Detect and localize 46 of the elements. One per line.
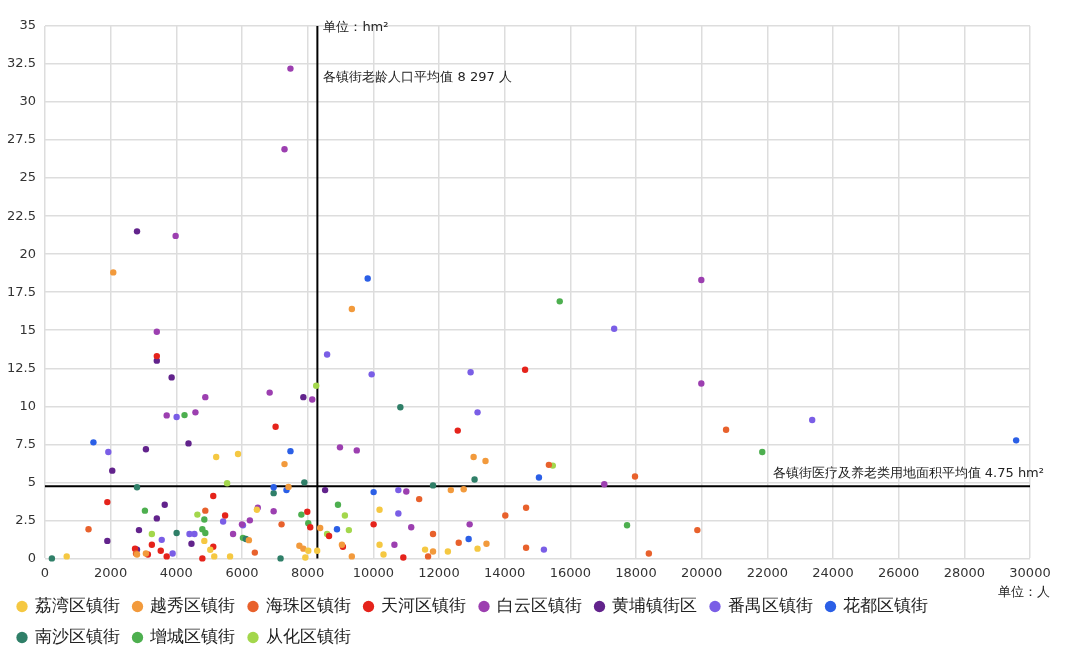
x-tick-label: 24000: [812, 564, 854, 580]
y-tick-label: 5: [27, 473, 36, 489]
x-tick-label: 6000: [225, 564, 259, 580]
x-tick-label: 14000: [483, 564, 526, 580]
x-tick-label: 22000: [746, 564, 788, 580]
x-tick-label: 12000: [418, 564, 460, 580]
y-tick-label: 20: [19, 245, 36, 261]
y-axis-title: 单位：hm²: [323, 19, 389, 35]
x-tick-label: 10000: [352, 564, 394, 580]
legend-label: 越秀区镇街: [150, 594, 235, 615]
x-tick-label: 20000: [680, 564, 723, 580]
y-tick-label: 17.5: [6, 283, 36, 299]
y-tick-label: 35: [19, 17, 36, 33]
y-tick-label: 15: [19, 321, 36, 337]
y-tick-label: 22.5: [6, 207, 36, 223]
x-tick-label: 18000: [615, 564, 657, 580]
y-tick-label: 25: [19, 169, 36, 185]
x-tick-label: 2000: [94, 564, 128, 580]
legend-label: 南沙区镇街: [34, 625, 120, 646]
x-tick-label: 16000: [549, 564, 591, 580]
legend-label: 从化区镇街: [265, 625, 351, 646]
x-axis-title: 单位：人: [998, 583, 1050, 599]
ref-line-label: 各镇街医疗及养老类用地面积平均值 4.75 hm²: [772, 465, 1044, 481]
ref-line-label: 各镇街老龄人口平均值 8 297 人: [323, 69, 512, 85]
x-tick-label: 30000: [1009, 564, 1051, 580]
x-tick-label: 8000: [291, 564, 325, 580]
legend-label: 白云区镇街: [496, 594, 582, 615]
y-tick-label: 32.5: [6, 55, 36, 71]
x-tick-label: 28000: [943, 564, 986, 580]
y-tick-label: 2.5: [15, 511, 36, 527]
legend-label: 海珠区镇街: [265, 594, 351, 615]
y-tick-label: 30: [19, 93, 36, 109]
y-tick-label: 12.5: [6, 359, 36, 375]
y-tick-label: 7.5: [15, 435, 36, 451]
legend-label: 花都区镇街: [843, 594, 928, 615]
x-tick-label: 4000: [159, 564, 193, 580]
y-tick-label: 27.5: [6, 131, 36, 147]
legend-label: 荔湾区镇街: [34, 594, 120, 615]
legend-label: 番禺区镇街: [727, 594, 813, 615]
y-tick-label: 0: [27, 549, 36, 565]
legend-label: 天河区镇街: [381, 594, 466, 615]
y-tick-label: 10: [19, 397, 36, 413]
legend-label: 增城区镇街: [149, 625, 235, 646]
x-tick-label: 26000: [877, 564, 920, 580]
legend-label: 黄埔镇街区: [612, 594, 697, 615]
x-tick-label: 0: [40, 564, 50, 580]
